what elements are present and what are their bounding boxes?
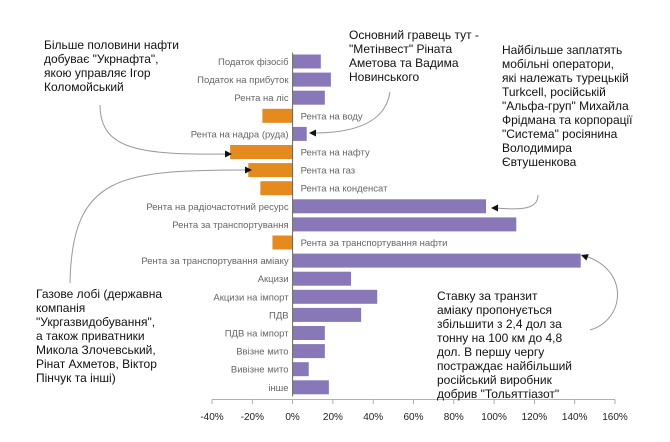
bar-рента-на-ліс: [292, 90, 325, 105]
x-tick-label: 100%: [481, 412, 507, 423]
x-tick-label: 60%: [403, 412, 423, 423]
callout-mobile-arrowhead-shape: [491, 204, 498, 212]
bar-ввізне-мито: [292, 344, 325, 359]
callout-ammonia-arrowhead-shape: [581, 254, 589, 261]
callout-metinvest-line: [312, 91, 391, 134]
x-axis-ticks: -40% -20% 0% 20% 40% 60% 80% 100% 120% 140% 160%: [200, 399, 628, 423]
category-label: Податок на прибуток: [197, 75, 289, 86]
category-label: Рента за транспортування аміаку: [141, 256, 288, 267]
category-label: Ввізне мито: [236, 347, 288, 358]
callout-ukrnafta-line: [99, 104, 229, 155]
category-label: Рента на конденсат: [301, 184, 388, 195]
annotation-gas-lobby: Газове лобі (державна компанія "Укргазви…: [36, 287, 163, 385]
category-label: Вивізне мито: [231, 365, 289, 376]
category-label: Рента на воду: [301, 111, 363, 122]
category-label: Акцизи на імпорт: [213, 292, 289, 303]
category-label: Рента на ліс: [234, 93, 288, 104]
category-label: Податок фізосіб: [218, 57, 289, 68]
callout-metinvest-arrowhead-shape: [309, 129, 316, 137]
callout-ammonia-arrowhead: [581, 254, 589, 261]
category-label: ПДВ: [269, 310, 289, 321]
bar-податок-на-прибуток: [292, 72, 331, 87]
x-tick-label: 0%: [285, 412, 300, 423]
callout-metinvest-arrowhead: [309, 129, 316, 137]
category-label: Рента за транспортування: [172, 220, 288, 231]
x-tick-label: 20%: [323, 412, 343, 423]
callout-ukrnafta-arrowhead: [225, 150, 232, 158]
category-label: ПДВ на імпорт: [225, 329, 290, 340]
bar-рента-на-радіочастотний-ресурс: [292, 199, 487, 214]
category-label: Рента на надра (руда): [191, 129, 289, 140]
callout-mobile-line: [494, 194, 539, 210]
x-tick-label: 80%: [444, 412, 464, 423]
bar-рента-на-нафту: [230, 145, 293, 159]
bar-пдв: [292, 307, 362, 322]
x-tick-label: 160%: [602, 412, 628, 423]
callout-arrowheads: [225, 129, 589, 261]
bar-рента-на-воду: [262, 108, 293, 123]
bars: [230, 54, 581, 395]
x-tick-label: 140%: [562, 412, 588, 423]
annotation-metinvest: Основний гравець тут - "Метінвест" Рінат…: [349, 28, 479, 84]
category-labels: Податок фізосіб Податок на прибуток Рента …: [141, 57, 447, 394]
callout-gas-arrowhead-shape: [245, 166, 252, 174]
bar-акцизи: [292, 271, 352, 286]
x-tick-label: 40%: [363, 412, 383, 423]
x-tick-label: -20%: [241, 412, 264, 423]
bar-рента-на-конденсат: [260, 181, 293, 196]
callout-gas-arrowhead: [245, 166, 252, 174]
callout-ammonia-line: [584, 255, 618, 331]
annotation-ukrnafta: Більше половини нафти добуває "Укрнафта"…: [44, 38, 179, 94]
bar-пдв-на-імпорт: [292, 326, 325, 340]
callout-lines: [69, 91, 618, 331]
category-label: інше: [268, 383, 288, 394]
bar-вивізне-мито: [292, 362, 309, 377]
bar-рента-на-надра-руда: [292, 126, 307, 141]
annotation-ammonia: Ставку за транзит аміаку пропонується зб…: [437, 289, 573, 401]
bar-рента-за-транспортування-нафти: [272, 235, 293, 250]
x-tick-label: -40%: [200, 412, 223, 423]
callout-gas-line: [69, 169, 249, 284]
category-label: Рента на нафту: [301, 148, 370, 159]
bar-рента-на-газ: [248, 163, 293, 178]
bar-податок-фізосіб: [292, 54, 321, 69]
annotation-mobile-operators: Найбільше заплатять мобільні оператори, …: [502, 43, 633, 169]
category-label: Рента на газ: [301, 166, 356, 177]
x-tick-label: 120%: [522, 412, 548, 423]
category-label: Рента за транспортування нафти: [301, 238, 448, 249]
category-label: Акцизи: [258, 274, 289, 285]
bar-рента-за-транспортування: [292, 217, 517, 232]
callout-mobile-arrowhead: [491, 204, 498, 212]
bar-рента-за-транспортування-аміаку: [292, 253, 581, 268]
bar-інше: [292, 380, 329, 395]
bar-акцизи-на-імпорт: [292, 289, 378, 304]
callout-ukrnafta-arrowhead-shape: [225, 150, 232, 158]
category-label: Рента на радіочастотний ресурс: [146, 202, 288, 213]
